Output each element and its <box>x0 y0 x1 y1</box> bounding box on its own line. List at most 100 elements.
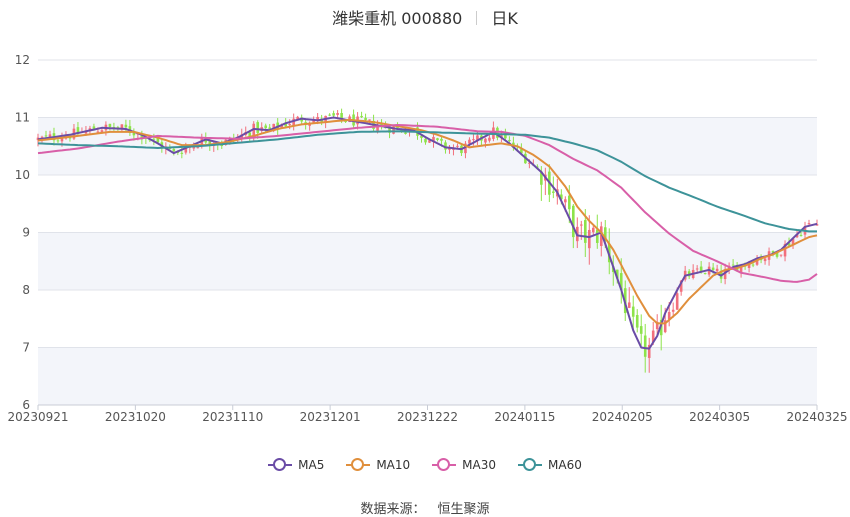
x-tick-label: 20240305 <box>689 410 750 424</box>
candle-body <box>200 138 204 147</box>
title-separator <box>476 11 478 25</box>
x-tick-label: 20231222 <box>397 410 458 424</box>
candle-body <box>651 330 655 343</box>
candle-body <box>56 140 60 142</box>
candle-body <box>615 269 619 279</box>
candle-body <box>96 131 100 133</box>
candle-body <box>751 264 755 266</box>
candle-body <box>296 116 299 120</box>
candle-body <box>208 140 212 145</box>
candle-body <box>332 113 335 116</box>
candle-body <box>180 152 184 154</box>
candle-body <box>120 124 124 129</box>
legend-label: MA10 <box>376 458 411 472</box>
legend-marker-icon <box>518 458 543 472</box>
legend-item-ma30[interactable]: MA30 <box>432 458 496 472</box>
legend-item-ma5[interactable]: MA5 <box>268 458 324 472</box>
candle-body <box>807 223 811 225</box>
candle-body <box>779 254 783 256</box>
y-tick-label: 8 <box>22 283 30 297</box>
candle-body <box>655 321 659 330</box>
source-value: 恒生聚源 <box>437 502 490 517</box>
candle-body <box>156 137 160 143</box>
candle-body <box>508 139 511 141</box>
candle-body <box>775 251 779 257</box>
candle-body <box>595 229 599 243</box>
legend-item-ma60[interactable]: MA60 <box>518 458 582 472</box>
candle-body <box>268 127 272 130</box>
candle-body <box>739 264 743 273</box>
candle-body <box>396 126 399 129</box>
candle-body <box>476 135 479 141</box>
candle-body <box>392 126 395 134</box>
candle-body <box>312 119 315 123</box>
candle-body <box>248 132 252 137</box>
candle-body <box>723 269 727 280</box>
candle-body <box>184 147 188 153</box>
candle-body <box>587 229 591 249</box>
legend-marker-icon <box>346 458 371 472</box>
candle-body <box>140 133 144 140</box>
source-label: 数据来源： <box>360 502 426 517</box>
ma-lines <box>37 116 818 350</box>
x-tick-label: 20231020 <box>105 410 166 424</box>
candle-body <box>715 268 719 272</box>
candle-body <box>252 123 256 139</box>
candle-body <box>659 319 663 336</box>
candle-body <box>316 116 319 121</box>
x-axis: 20230921 20231020 20231110 20231201 20231222… <box>7 404 848 424</box>
candle-body <box>791 238 795 246</box>
candle-body <box>440 138 443 141</box>
candle-body <box>264 125 268 128</box>
candle-body <box>520 149 523 154</box>
candle-body <box>424 138 427 143</box>
candle-body <box>647 344 651 358</box>
x-tick-label: 20240325 <box>786 410 847 424</box>
candle-body <box>288 124 291 126</box>
x-tick-label: 20240115 <box>494 410 555 424</box>
candle-body <box>100 130 104 133</box>
candle-body <box>256 122 260 133</box>
ma-line-ma60 <box>37 130 817 233</box>
candle-body <box>631 306 635 317</box>
candle-body <box>568 195 571 210</box>
candle-body <box>799 234 803 236</box>
candle-body <box>695 268 699 270</box>
candle-body <box>528 162 531 164</box>
candle-body <box>92 126 96 131</box>
candle-body <box>448 147 451 150</box>
candle-body <box>783 243 787 257</box>
candle-body <box>420 135 423 138</box>
legend-item-ma10[interactable]: MA10 <box>346 458 410 472</box>
candle-body <box>48 134 52 138</box>
candle-body <box>44 135 48 137</box>
candle-body <box>400 128 403 132</box>
candle-body <box>340 113 343 119</box>
candle-body <box>152 138 156 140</box>
candle-body <box>124 124 128 128</box>
candle-body <box>635 315 639 328</box>
candle-body <box>787 243 791 246</box>
legend-marker-icon <box>268 458 293 472</box>
background-bands <box>38 117 817 405</box>
candle-body <box>472 139 475 141</box>
candle-body <box>76 127 80 134</box>
candle-body <box>711 267 715 271</box>
y-tick-label: 6 <box>22 398 30 412</box>
candle-body <box>376 126 379 131</box>
y-tick-label: 11 <box>15 111 30 125</box>
grid-lines <box>38 59 817 406</box>
x-tick-label: 20231110 <box>202 410 263 424</box>
candle-body <box>388 126 391 133</box>
y-tick-label: 10 <box>15 168 30 182</box>
y-tick-label: 12 <box>15 53 30 67</box>
candle-body <box>504 133 507 139</box>
candle-body <box>703 273 707 275</box>
legend-label: MA30 <box>462 458 497 472</box>
candle-body <box>795 234 799 238</box>
candle-body <box>464 143 467 154</box>
candle-body <box>599 226 603 246</box>
candle-body <box>60 138 64 142</box>
candle-body <box>484 138 487 143</box>
